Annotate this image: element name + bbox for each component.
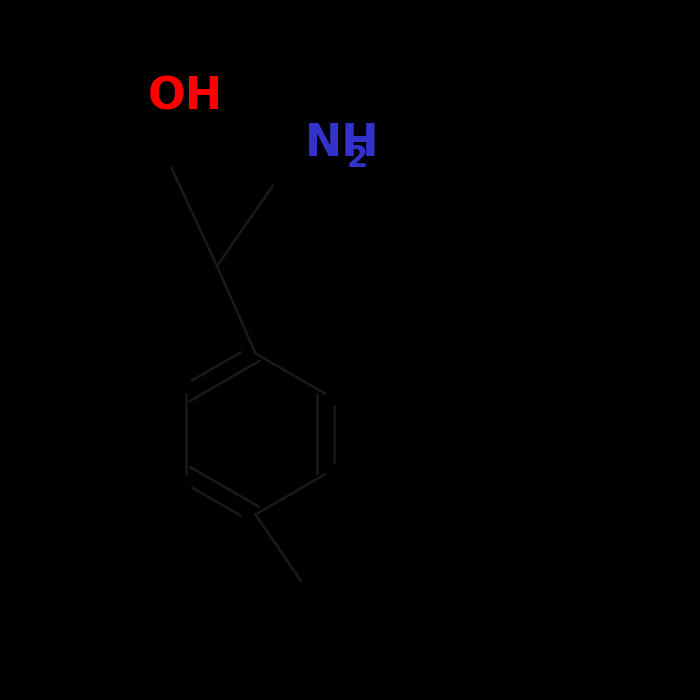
Text: OH: OH [148,75,223,118]
Text: 2: 2 [346,144,368,174]
Text: NH: NH [304,122,379,165]
